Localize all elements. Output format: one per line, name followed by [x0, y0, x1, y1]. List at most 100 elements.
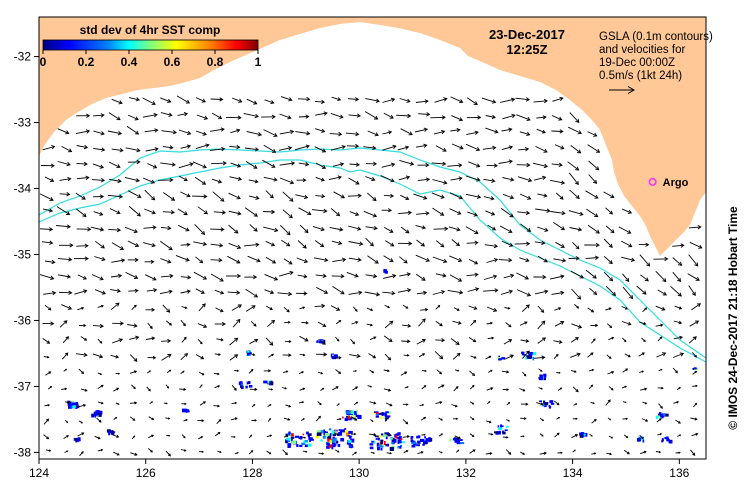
- velocity-arrow: [125, 271, 139, 279]
- velocity-arrow: [487, 336, 495, 340]
- velocity-arrow: [163, 192, 176, 201]
- velocity-arrow: [127, 323, 138, 328]
- velocity-arrow: [532, 162, 549, 169]
- velocity-arrow: [382, 97, 396, 103]
- velocity-arrow: [688, 285, 696, 296]
- velocity-arrow: [417, 177, 431, 182]
- velocity-arrow: [331, 274, 345, 279]
- velocity-arrow: [370, 451, 376, 454]
- velocity-arrow: [294, 144, 310, 151]
- velocity-arrow: [421, 433, 426, 436]
- velocity-arrow: [400, 371, 408, 376]
- velocity-arrow: [282, 353, 292, 357]
- colorbar-ticks: 0 0.2 0.4 0.6 0.8 1: [40, 50, 262, 69]
- velocity-arrow: [672, 243, 685, 248]
- velocity-arrow: [449, 274, 463, 282]
- velocity-arrow: [366, 307, 374, 312]
- velocity-arrow: [244, 207, 258, 217]
- velocity-arrow: [145, 147, 159, 152]
- velocity-arrow: [520, 402, 529, 406]
- velocity-arrow: [264, 273, 279, 281]
- velocity-arrow: [332, 386, 339, 391]
- velocity-arrow: [568, 210, 584, 216]
- gsla-contour-upper: [39, 147, 706, 359]
- velocity-arrow: [124, 177, 140, 183]
- velocity-arrow: [639, 254, 651, 267]
- velocity-arrow: [78, 368, 85, 374]
- velocity-arrow: [180, 319, 186, 327]
- velocity-arrow: [557, 451, 563, 454]
- velocity-arrow: [43, 290, 57, 296]
- velocity-arrow: [312, 225, 325, 232]
- velocity-arrow: [367, 385, 373, 388]
- velocity-arrow: [486, 258, 499, 263]
- velocity-arrow: [538, 368, 543, 372]
- velocity-arrow: [400, 194, 410, 201]
- velocity-arrow: [519, 451, 526, 455]
- velocity-arrow: [192, 161, 207, 169]
- velocity-arrow: [210, 127, 225, 132]
- velocity-arrow: [77, 306, 85, 311]
- velocity-arrow: [226, 273, 242, 279]
- velocity-arrow: [415, 273, 426, 281]
- velocity-arrow: [432, 256, 448, 264]
- velocity-arrow: [500, 289, 514, 295]
- velocity-arrow: [587, 224, 600, 234]
- velocity-arrow: [249, 224, 258, 232]
- velocity-arrow: [350, 432, 357, 436]
- velocity-arrow: [265, 305, 273, 310]
- velocity-arrow: [127, 257, 139, 263]
- velocity-arrow: [195, 354, 205, 360]
- velocity-arrow: [384, 304, 390, 309]
- velocity-arrow: [317, 401, 322, 406]
- velocity-arrow: [348, 241, 364, 246]
- velocity-arrow: [332, 257, 347, 263]
- velocity-arrow: [279, 161, 296, 166]
- velocity-arrow: [498, 159, 513, 164]
- timestamp-date: 23-Dec-2017: [489, 27, 565, 42]
- velocity-arrow: [284, 340, 292, 343]
- velocity-arrow: [128, 206, 141, 217]
- velocity-arrow: [179, 387, 187, 391]
- velocity-arrow: [295, 194, 309, 200]
- velocity-arrow: [332, 286, 345, 295]
- velocity-arrow: [468, 305, 478, 310]
- velocity-arrow: [111, 242, 125, 250]
- velocity-arrow: [283, 258, 293, 265]
- velocity-arrow: [178, 175, 188, 181]
- velocity-arrow: [366, 323, 373, 327]
- velocity-arrow: [64, 401, 70, 404]
- velocity-arrow: [210, 97, 224, 102]
- x-tick-label: 134: [563, 466, 583, 480]
- velocity-arrow: [125, 147, 141, 153]
- velocity-arrow: [553, 340, 563, 344]
- velocity-arrow: [228, 192, 241, 200]
- velocity-arrow: [434, 351, 444, 360]
- velocity-arrow: [282, 449, 288, 456]
- velocity-arrow: [39, 227, 54, 232]
- velocity-arrow: [657, 289, 667, 296]
- velocity-arrow: [605, 399, 611, 406]
- velocity-arrow: [245, 288, 259, 298]
- velocity-arrow: [553, 258, 567, 263]
- velocity-arrow: [569, 189, 580, 199]
- velocity-arrow: [622, 417, 629, 421]
- velocity-arrow: [603, 191, 615, 199]
- velocity-arrow: [91, 178, 106, 183]
- velocity-arrow: [180, 449, 187, 452]
- velocity-arrow: [214, 385, 221, 389]
- velocity-arrow: [486, 400, 491, 405]
- velocity-arrow: [296, 257, 309, 264]
- velocity-arrow: [465, 175, 481, 182]
- velocity-arrow: [314, 303, 326, 309]
- velocity-arrow: [63, 368, 68, 372]
- velocity-arrow: [299, 387, 306, 391]
- velocity-arrow: [92, 163, 105, 169]
- velocity-arrow: [248, 450, 254, 455]
- velocity-arrow: [211, 178, 223, 184]
- velocity-arrow: [418, 353, 426, 358]
- velocity-arrow: [228, 242, 242, 250]
- velocity-arrow: [231, 97, 243, 103]
- velocity-arrow: [481, 97, 497, 104]
- velocity-arrow: [447, 163, 463, 168]
